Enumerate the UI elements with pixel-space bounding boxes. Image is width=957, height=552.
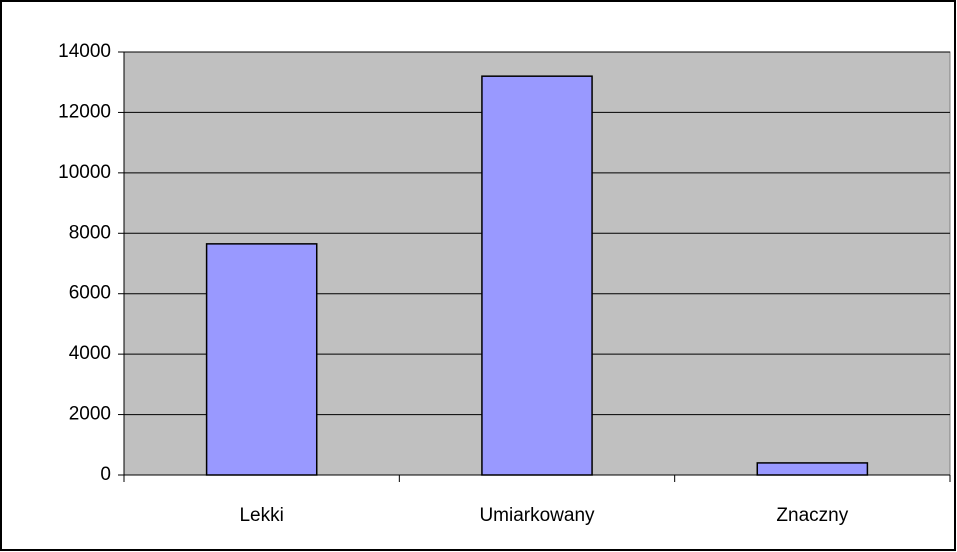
x-tick-label: Lekki [239, 505, 283, 526]
x-tick-label: Znaczny [776, 505, 848, 526]
bar [756, 462, 869, 476]
y-tick-label: 14000 [58, 41, 111, 62]
y-tick-label: 12000 [58, 101, 111, 122]
x-tick-label: Umiarkowany [479, 505, 595, 526]
y-tick-label: 0 [100, 464, 111, 485]
y-tick-label: 10000 [58, 162, 111, 183]
y-tick-label: 6000 [69, 283, 111, 304]
y-tick-label: 8000 [69, 222, 111, 243]
y-tick-label: 2000 [69, 404, 111, 425]
y-tick-label: 4000 [69, 343, 111, 364]
bar [205, 243, 318, 476]
bar [481, 75, 593, 476]
